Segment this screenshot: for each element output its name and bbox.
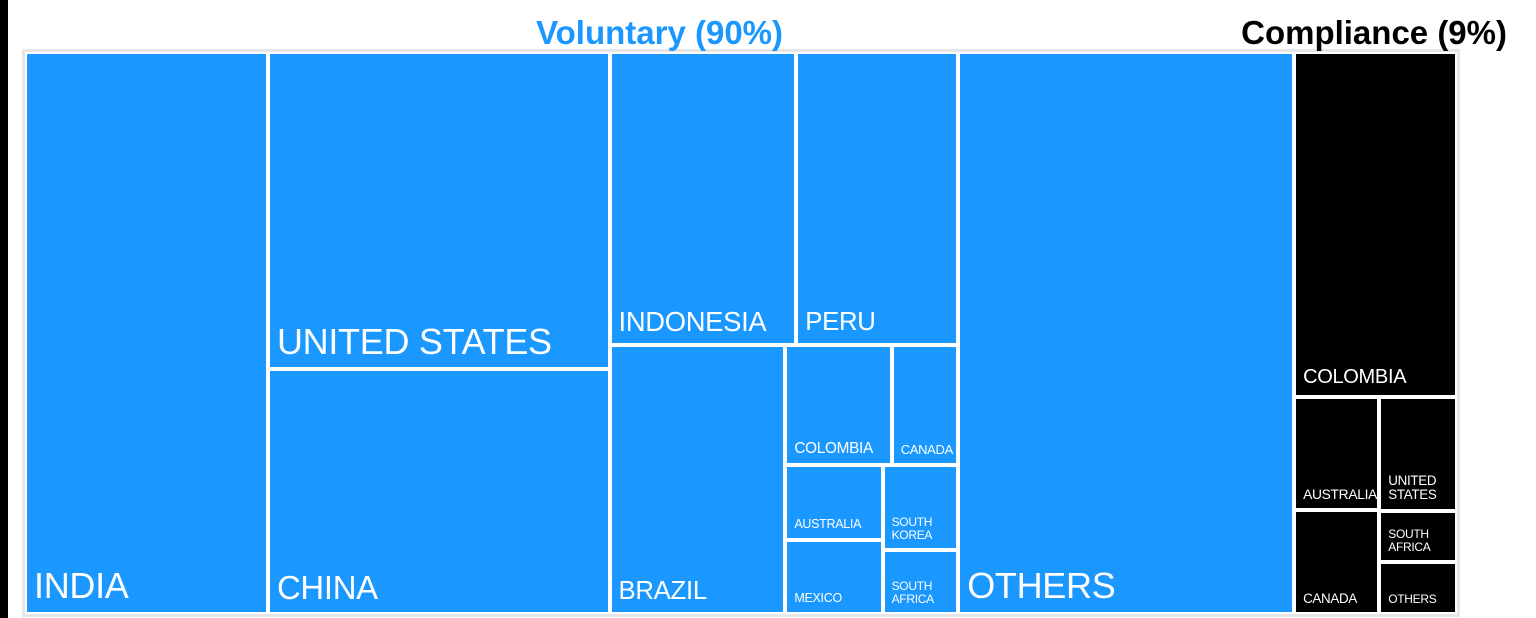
treemap-cell: CANADA bbox=[1294, 510, 1380, 614]
cell-label: BRAZIL bbox=[618, 577, 708, 606]
cell-label: COLOMBIA bbox=[1303, 366, 1407, 389]
treemap-cell: INDIA bbox=[25, 52, 268, 614]
cell-label: SOUTH KOREA bbox=[891, 515, 933, 543]
cell-label: SOUTH AFRICA bbox=[891, 579, 935, 607]
treemap-cell: INDONESIA bbox=[609, 52, 797, 345]
group-title: Compliance (9%) bbox=[1241, 14, 1507, 51]
treemap-cell: BRAZIL bbox=[609, 344, 786, 614]
group-title: Voluntary (90%) bbox=[536, 14, 783, 51]
treemap-cell: SOUTH AFRICA bbox=[1379, 510, 1457, 563]
cell-label: OTHERS bbox=[967, 565, 1116, 607]
cell-label: INDONESIA bbox=[618, 305, 767, 337]
treemap-cell: OTHERS bbox=[1379, 562, 1457, 614]
treemap-cell: OTHERS bbox=[958, 52, 1295, 614]
treemap-cell: UNITED STATES bbox=[267, 52, 610, 370]
treemap-cell: CHINA bbox=[267, 369, 610, 614]
cell-label: OTHERS bbox=[1388, 592, 1437, 607]
cell-label: SOUTH AFRICA bbox=[1388, 527, 1431, 555]
treemap-cell: AUSTRALIA bbox=[785, 465, 883, 540]
treemap-cell: AUSTRALIA bbox=[1294, 397, 1380, 511]
cell-label: PERU bbox=[805, 307, 876, 336]
treemap-cell: SOUTH AFRICA bbox=[882, 550, 959, 614]
treemap-cell: SOUTH KOREA bbox=[882, 465, 959, 551]
cell-label: AUSTRALIA bbox=[794, 517, 862, 532]
cell-label: AUSTRALIA bbox=[1303, 486, 1378, 503]
cell-label: CANADA bbox=[900, 442, 953, 458]
cell-label: CHINA bbox=[276, 569, 378, 607]
cell-label: MEXICO bbox=[794, 591, 842, 606]
cell-label: UNITED STATES bbox=[1388, 472, 1437, 503]
treemap-cell: CANADA bbox=[891, 344, 959, 466]
treemap-cell: COLOMBIA bbox=[1294, 52, 1457, 398]
cell-label: INDIA bbox=[34, 565, 129, 607]
treemap: INDIA UNITED STATES CHINA INDONESIA PERU BRAZ… bbox=[22, 49, 1460, 617]
cell-label: CANADA bbox=[1303, 590, 1358, 606]
treemap-cell: COLOMBIA bbox=[785, 344, 892, 466]
edge-strip bbox=[0, 0, 8, 618]
treemap-cell: PERU bbox=[796, 52, 959, 345]
cell-label: COLOMBIA bbox=[794, 439, 873, 457]
cell-label: UNITED STATES bbox=[276, 320, 552, 362]
treemap-cell: MEXICO bbox=[785, 539, 883, 614]
treemap-cell: UNITED STATES bbox=[1379, 397, 1457, 511]
